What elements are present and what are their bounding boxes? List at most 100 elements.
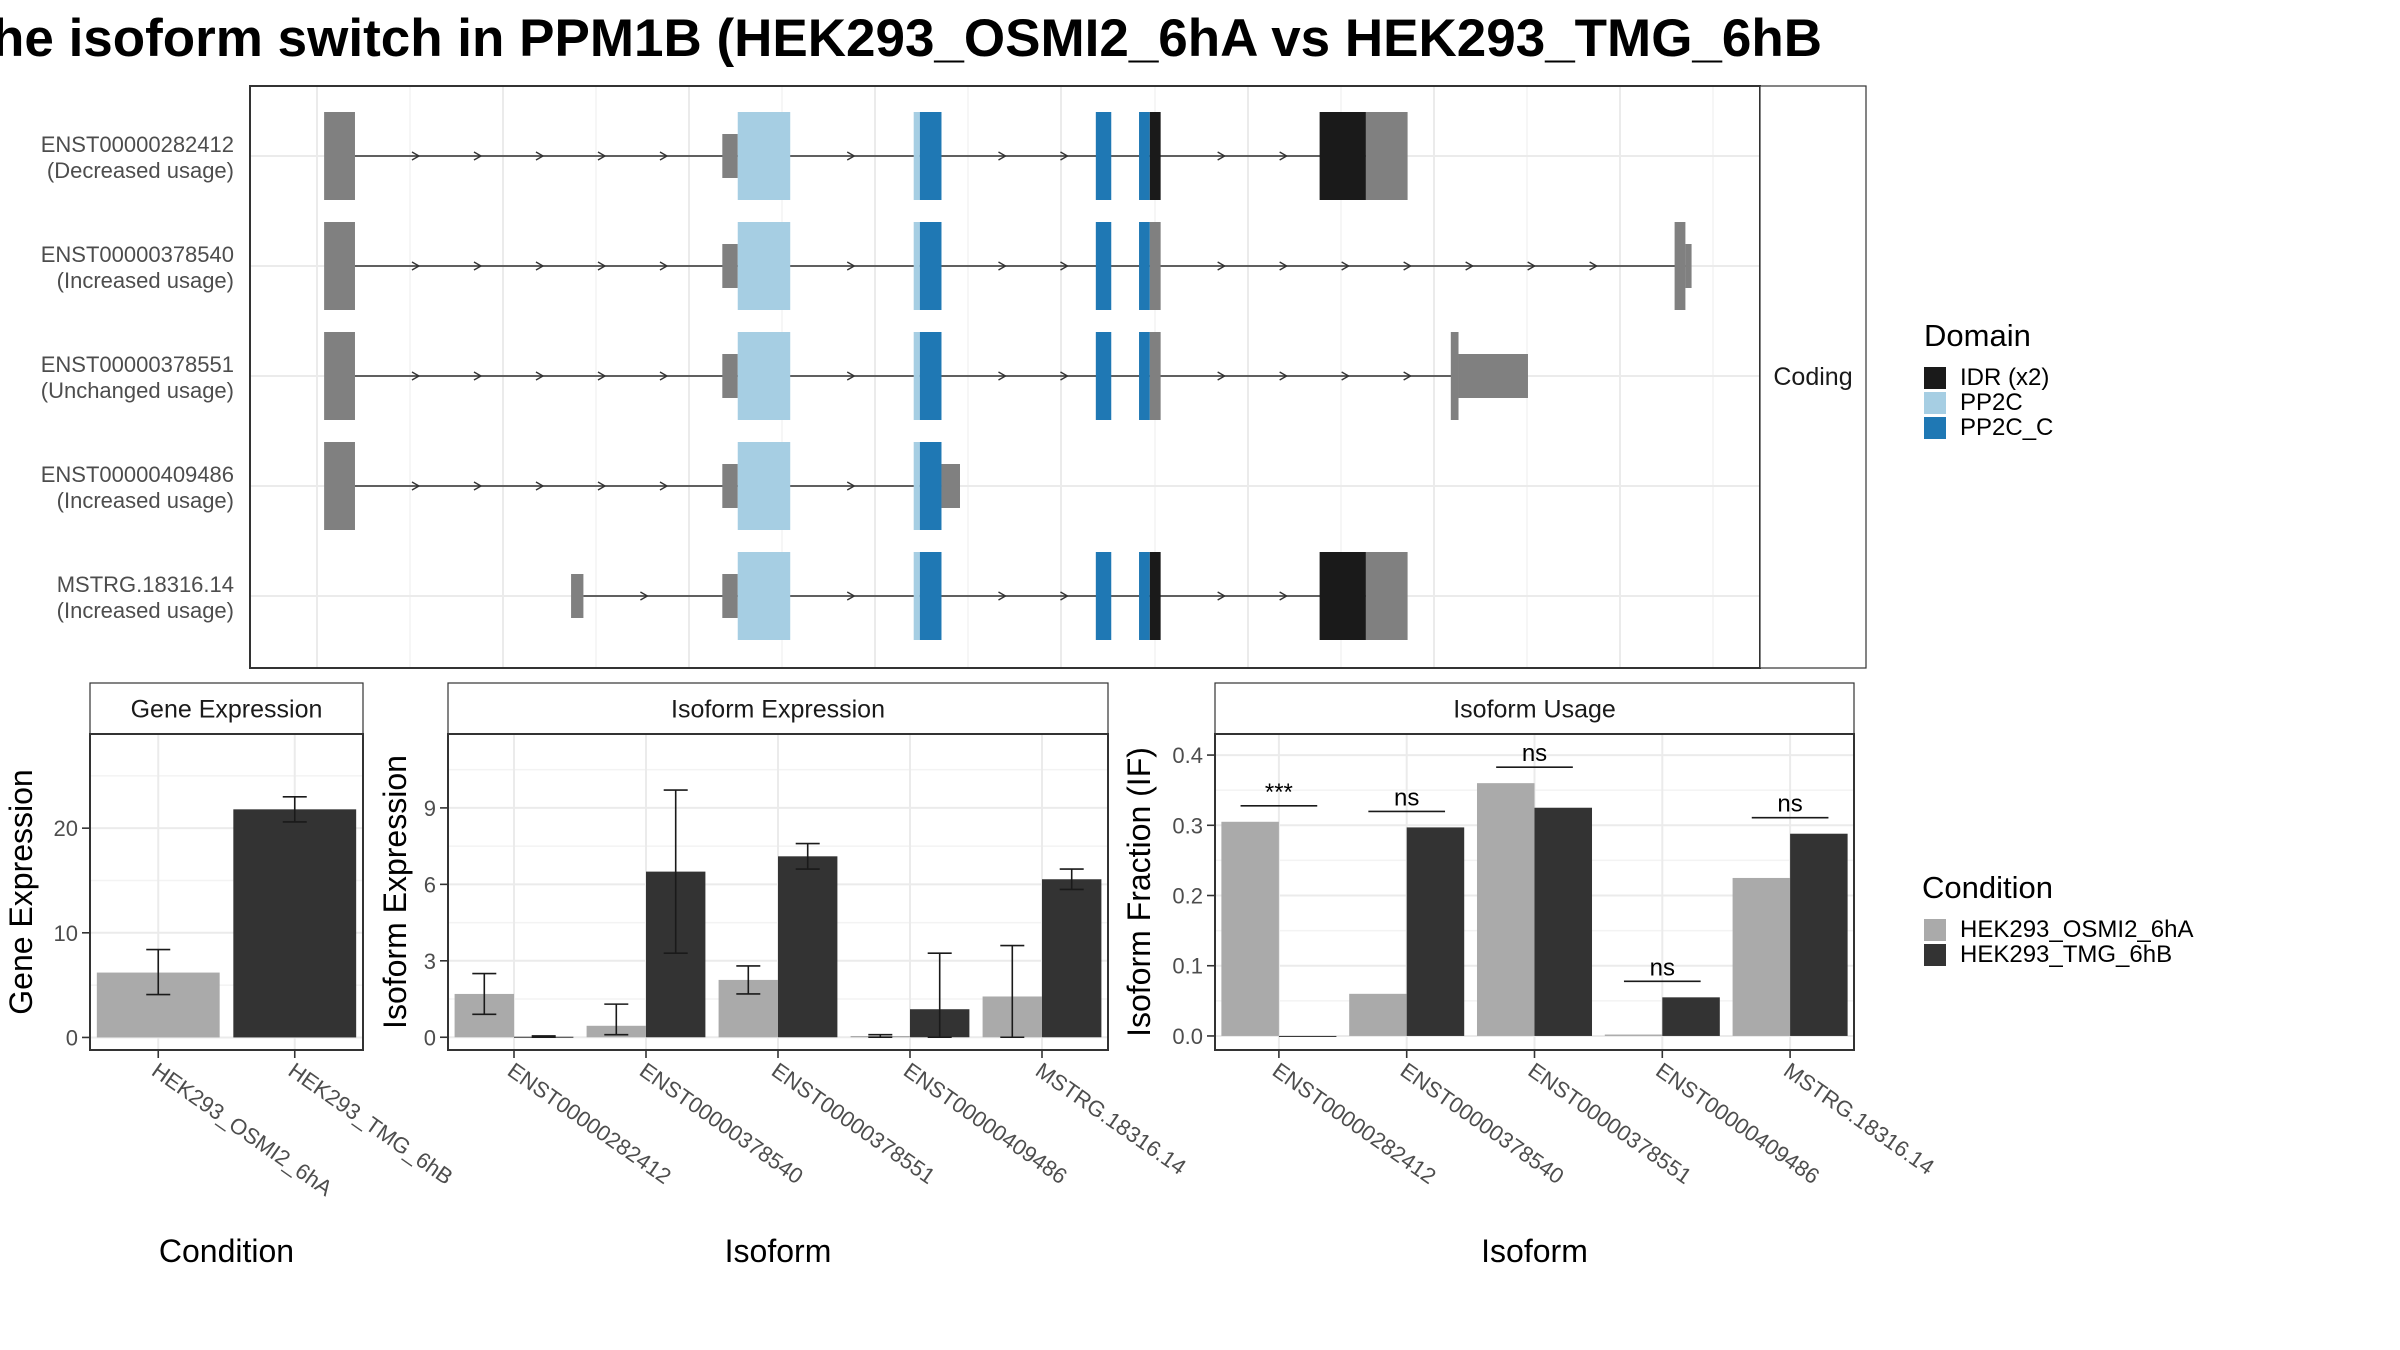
intron-arrow bbox=[411, 151, 421, 161]
significance-label: *** bbox=[1265, 779, 1293, 806]
isoform-structure-panel: ENST00000282412(Decreased usage) ENST0000… bbox=[41, 85, 1867, 669]
legend-label: PP2C bbox=[1960, 389, 2023, 416]
transcript-id-label: MSTRG.18316.14 bbox=[57, 572, 234, 597]
bar bbox=[1406, 827, 1465, 1036]
figure-title: he isoform switch in PPM1B (HEK293_OSMI2… bbox=[0, 9, 1822, 68]
exon-block bbox=[919, 552, 942, 640]
bar bbox=[1221, 821, 1279, 1036]
panel-strip-title: Isoform Usage bbox=[1453, 696, 1616, 724]
panel-strip bbox=[447, 682, 1109, 735]
y-tick-label: 0 bbox=[66, 1025, 78, 1050]
significance-label: ns bbox=[1650, 954, 1675, 981]
intron-arrow bbox=[597, 481, 607, 491]
intron-arrow bbox=[1279, 151, 1289, 161]
intron-arrow bbox=[1341, 371, 1351, 381]
condition-legend-title: Condition bbox=[1922, 870, 2053, 905]
exon-block bbox=[1319, 112, 1366, 200]
intron-arrow bbox=[1217, 261, 1227, 271]
legend-swatch bbox=[1924, 417, 1946, 439]
x-axis-title: Condition bbox=[159, 1233, 294, 1269]
panel-strip-title: Gene Expression bbox=[131, 696, 323, 724]
intron-arrow bbox=[846, 261, 856, 271]
exon-block bbox=[1674, 222, 1686, 310]
exon-block bbox=[737, 442, 791, 530]
intron-arrow bbox=[1403, 371, 1413, 381]
transcript-MSTRG.18316.14: MSTRG.18316.14(Increased usage) bbox=[57, 552, 1408, 640]
bar bbox=[778, 856, 838, 1038]
intron-arrow bbox=[1403, 261, 1413, 271]
y-tick-label: 0.4 bbox=[1172, 743, 1203, 768]
significance-label: ns bbox=[1777, 791, 1802, 818]
intron-arrow bbox=[597, 261, 607, 271]
panel-strip bbox=[89, 682, 364, 735]
isoform-expression-panel: Isoform Expression0369ENST00000282412ENS… bbox=[377, 682, 1191, 1269]
exon-block bbox=[919, 112, 942, 200]
exon-block bbox=[1149, 222, 1161, 310]
exon-block bbox=[1139, 332, 1150, 420]
bar bbox=[1278, 1035, 1337, 1037]
plot-border bbox=[89, 733, 364, 1051]
exon-block bbox=[737, 222, 791, 310]
panel-strip-title: Isoform Expression bbox=[671, 696, 885, 724]
intron-arrow bbox=[659, 371, 669, 381]
bar bbox=[1534, 807, 1593, 1036]
coding-strip-label: Coding bbox=[1773, 363, 1852, 391]
exon-block bbox=[737, 332, 791, 420]
y-tick-label: 0.0 bbox=[1172, 1024, 1203, 1049]
intron-arrow bbox=[597, 151, 607, 161]
exon-block bbox=[1149, 112, 1161, 200]
y-tick-label: 3 bbox=[424, 949, 436, 974]
intron-arrow bbox=[411, 481, 421, 491]
intron-arrow bbox=[1060, 371, 1069, 381]
intron-arrow bbox=[1527, 261, 1537, 271]
y-tick-label: 9 bbox=[424, 796, 436, 821]
legend-swatch bbox=[1924, 367, 1946, 389]
intron-arrow bbox=[597, 371, 607, 381]
exon-block bbox=[913, 112, 920, 200]
exon-block bbox=[1149, 332, 1161, 420]
y-tick-label: 0.2 bbox=[1172, 884, 1203, 909]
significance-label: ns bbox=[1522, 740, 1547, 767]
legend-label: HEK293_TMG_6hB bbox=[1960, 941, 2172, 968]
x-axis-title: Isoform bbox=[725, 1233, 832, 1269]
intron-arrow bbox=[1060, 151, 1069, 161]
exon-block bbox=[919, 332, 942, 420]
intron-arrow bbox=[1060, 261, 1069, 271]
exon-block bbox=[324, 222, 355, 310]
intron-arrow bbox=[846, 371, 856, 381]
legend-label: HEK293_OSMI2_6hA bbox=[1960, 916, 2193, 943]
intron-arrow bbox=[998, 371, 1007, 381]
exon-block bbox=[1139, 222, 1150, 310]
exon-block bbox=[1095, 222, 1112, 310]
coding-strip bbox=[1759, 85, 1867, 669]
exon-block bbox=[722, 574, 738, 618]
intron-arrow bbox=[846, 151, 856, 161]
transcript-ENST00000409486: ENST00000409486(Increased usage) bbox=[41, 442, 960, 530]
transcript-usage-label: (Decreased usage) bbox=[47, 158, 234, 183]
y-tick-label: 0.1 bbox=[1172, 954, 1203, 979]
intron-arrow bbox=[535, 371, 545, 381]
y-tick-label: 0 bbox=[424, 1025, 436, 1050]
exon-block bbox=[722, 354, 738, 398]
intron-arrow bbox=[1279, 261, 1289, 271]
exon-block bbox=[1095, 332, 1112, 420]
exon-block bbox=[737, 552, 791, 640]
y-tick-label: 20 bbox=[54, 816, 78, 841]
transcript-usage-label: (Increased usage) bbox=[57, 268, 234, 293]
exon-block bbox=[919, 442, 942, 530]
legend-swatch bbox=[1924, 392, 1946, 414]
exon-block bbox=[1095, 552, 1112, 640]
transcript-ENST00000282412: ENST00000282412(Decreased usage) bbox=[41, 112, 1408, 200]
transcript-id-label: ENST00000409486 bbox=[41, 462, 234, 487]
exon-block bbox=[1365, 552, 1408, 640]
exon-block bbox=[919, 222, 942, 310]
intron-arrow bbox=[846, 591, 856, 601]
transcript-usage-label: (Increased usage) bbox=[57, 488, 234, 513]
y-axis-title: Isoform Expression bbox=[377, 755, 413, 1029]
gene-expression-panel: Gene Expression01020HEK293_OSMI2_6hAHEK2… bbox=[3, 682, 457, 1269]
transcript-id-label: ENST00000378540 bbox=[41, 242, 234, 267]
intron-arrow bbox=[1465, 261, 1475, 271]
legend-label: IDR (x2) bbox=[1960, 364, 2049, 391]
intron-arrow bbox=[998, 151, 1007, 161]
